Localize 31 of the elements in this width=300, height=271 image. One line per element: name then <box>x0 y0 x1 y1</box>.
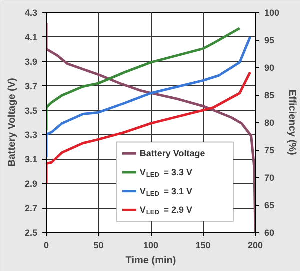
y-tick-label: 3.7 <box>24 81 38 92</box>
line-series <box>46 71 252 185</box>
x-tick-label: 100 <box>143 240 159 250</box>
x-axis-title: Time (min) <box>126 256 176 266</box>
y2-axis-title: Efficiency (%) <box>286 90 298 156</box>
line-series <box>46 36 252 159</box>
y2-tick-label: 70 <box>264 173 275 183</box>
y2-tick-label: 95 <box>264 36 275 46</box>
y2-tick-label: 60 <box>264 228 275 238</box>
y2-tick-label: 75 <box>264 146 275 156</box>
y2-tick-label: 80 <box>264 118 275 128</box>
y-tick-label: 2.5 <box>24 228 38 238</box>
legend-label: Battery Voltage <box>140 148 206 159</box>
y-axis-title: Battery Voltage (V) <box>6 78 18 167</box>
y-tick-label: 4.1 <box>24 32 38 42</box>
y-tick-label: 3.1 <box>24 154 38 165</box>
y-tick-label: 4.3 <box>24 8 38 18</box>
x-tick-label: 0 <box>44 240 50 250</box>
line-series <box>46 27 242 132</box>
x-tick-label: 200 <box>248 240 264 250</box>
y2-tick-label: 65 <box>264 200 275 210</box>
y2-tick-label: 100 <box>264 8 280 18</box>
y-tick-label: 3.9 <box>24 56 38 67</box>
y-tick-label: 3.3 <box>24 130 38 140</box>
y-tick-label: 3.5 <box>24 106 38 116</box>
x-tick-label: 50 <box>94 240 104 250</box>
y-tick-label: 2.7 <box>24 204 38 214</box>
y2-tick-label: 85 <box>264 90 275 100</box>
x-tick-label: 150 <box>196 240 211 250</box>
y-tick-label: 2.9 <box>24 179 38 190</box>
y2-tick-label: 90 <box>264 63 275 73</box>
